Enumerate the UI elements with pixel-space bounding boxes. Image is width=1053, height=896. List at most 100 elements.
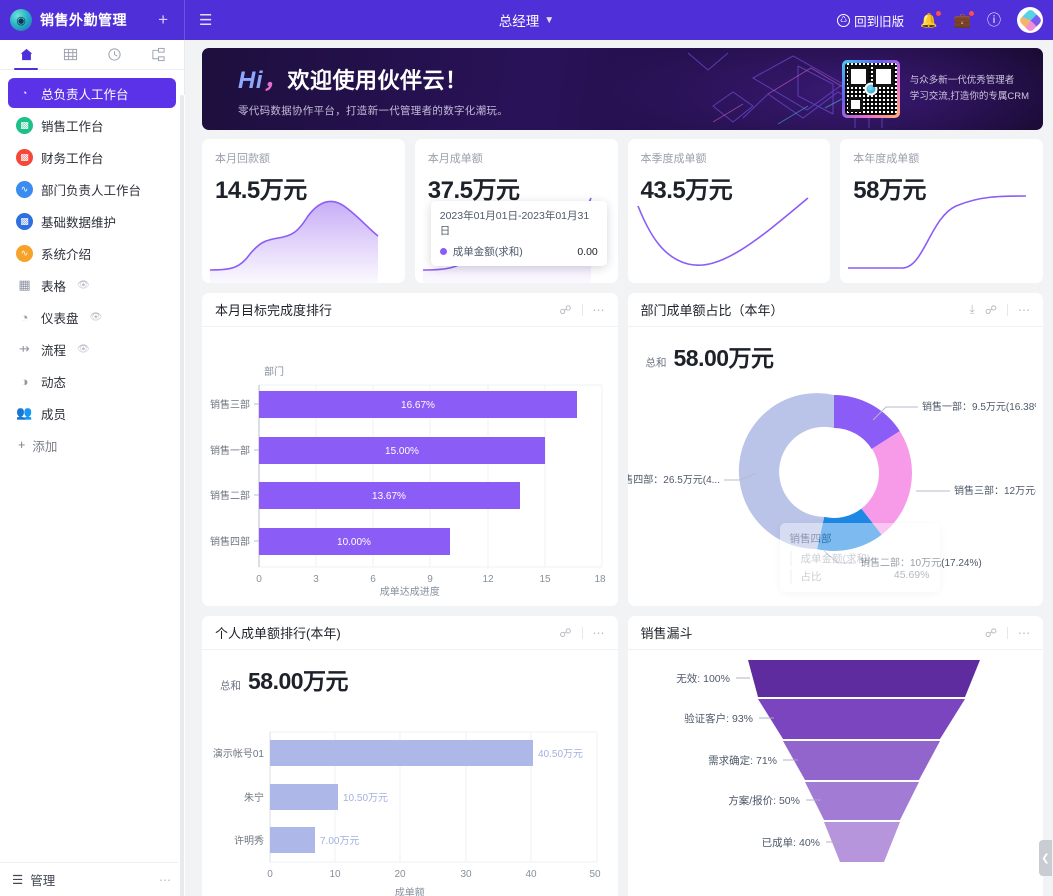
members-icon: 👥 bbox=[16, 405, 33, 420]
main-content: Hi，欢迎使用伙伴云！ 零代码数据协作平台，打造新一代管理者的数字化潮玩。 与众… bbox=[193, 40, 1053, 896]
total-line: 总和 58.00万元 bbox=[202, 650, 618, 696]
settings-sliders-icon: ☰ bbox=[12, 873, 24, 887]
tooltip-series-name: 成单金额(求和) bbox=[452, 246, 523, 258]
pie-tooltip-row-1: 成单金额(求和) bbox=[789, 551, 930, 566]
tooltip-series-value: 0.00 bbox=[577, 245, 598, 258]
bar-0 bbox=[259, 391, 577, 418]
expand-icon[interactable]: ☍ bbox=[559, 625, 572, 640]
cat-label-0: 销售三部 bbox=[210, 398, 250, 411]
help-icon[interactable]: ⓘ bbox=[987, 12, 1001, 28]
expand-icon[interactable]: ☍ bbox=[559, 302, 572, 317]
kpi-card-row: 本月回款额 14.5万元 本月成单额 37.5万元 bbox=[202, 139, 1043, 283]
panel-actions: ☍ ⋯ bbox=[985, 626, 1030, 640]
sidebar-item-7[interactable]: ◔ 仪表盘 👁 bbox=[8, 302, 176, 332]
leader-line-0 bbox=[872, 406, 918, 421]
sidebar-footer[interactable]: ☰ 管理 ⋯ bbox=[0, 862, 184, 896]
sidebar-item-label: 总负责人工作台 bbox=[41, 87, 129, 102]
brand-area[interactable]: ◉ 销售外勤管理 + bbox=[0, 0, 185, 40]
more-icon[interactable]: ⋯ bbox=[1018, 625, 1030, 640]
kpi-card-3[interactable]: 本年度成单额 58万元 bbox=[840, 139, 1043, 283]
banner-headline-text: 欢迎使用伙伴云！ bbox=[287, 68, 468, 93]
pie-annotation-3: 销售四部：26.5万元(4... bbox=[628, 473, 720, 486]
panel-title: 部门成单额占比（本年） bbox=[640, 303, 784, 318]
xtick-5: 15 bbox=[539, 574, 551, 582]
download-icon[interactable]: ⤓ bbox=[969, 302, 975, 316]
bar-2 bbox=[259, 482, 520, 509]
back-to-old-version-button[interactable]: ♺ 回到旧版 bbox=[837, 11, 904, 30]
cat-label-1: 朱宁 bbox=[244, 791, 264, 804]
funnel-label-1: 验证客户: 93% bbox=[684, 712, 753, 725]
home-tab[interactable] bbox=[4, 40, 48, 70]
funnel-stage-2 bbox=[782, 741, 940, 780]
banner-hi: Hi bbox=[238, 67, 263, 94]
add-item-button[interactable]: + 添加 bbox=[8, 430, 176, 460]
sidebar-item-label: 基础数据维护 bbox=[41, 215, 117, 230]
sidebar-item-0[interactable]: ◔ 总负责人工作台 bbox=[8, 78, 176, 108]
hamburger-icon[interactable]: ☰ bbox=[199, 12, 212, 29]
briefcase-icon[interactable]: 💼 bbox=[954, 11, 974, 27]
expand-icon[interactable]: ☍ bbox=[984, 302, 997, 317]
hidden-eye-icon: 👁 bbox=[77, 279, 90, 291]
sidebar-item-4[interactable]: ▩ 基础数据维护 bbox=[8, 206, 176, 236]
add-app-button[interactable]: + bbox=[158, 10, 168, 29]
sidebar-item-9[interactable]: ◑ 动态 bbox=[8, 366, 176, 396]
kpi-card-0[interactable]: 本月回款额 14.5万元 bbox=[202, 139, 405, 283]
cat-label-0: 演示帐号01 bbox=[213, 747, 265, 760]
sidebar-item-3[interactable]: ∿ 部门负责人工作台 bbox=[8, 174, 176, 204]
panel-body: 无效: 100% 验证客户: 93% 需求确定: 71% 方案/报价: 50% … bbox=[628, 650, 1044, 877]
funnel-label-0: 无效: 100% bbox=[676, 672, 730, 685]
sidebar-resize-handle[interactable] bbox=[178, 95, 185, 896]
add-item-label: 添加 bbox=[32, 439, 58, 454]
series-dot-icon bbox=[439, 248, 447, 255]
chevron-down-icon[interactable]: ▼ bbox=[544, 14, 555, 26]
home-icon bbox=[20, 48, 32, 61]
kpi-label: 本月成单额 bbox=[427, 153, 483, 165]
panel-header: 销售漏斗 ☍ ⋯ bbox=[627, 616, 1043, 650]
tooltip-date-range: 2023年01月01日-2023年01月31日 bbox=[439, 210, 590, 237]
qr-code-icon[interactable] bbox=[841, 60, 900, 118]
kpi-tooltip: 2023年01月01日-2023年01月31日 成单金额(求和) 0.00 bbox=[430, 201, 607, 266]
panel-row-2: 个人成单额排行(本年) ☍ ⋯ 总和 58.00万元 bbox=[202, 616, 1043, 896]
slice-sales1 bbox=[833, 395, 900, 449]
kpi-card-1[interactable]: 本月成单额 37.5万元 2023年01月01日-2023年01月31日 成单金… bbox=[414, 139, 618, 283]
sidebar-item-10[interactable]: 👥 成员 bbox=[8, 398, 176, 428]
panel-header: 部门成单额占比（本年） ⤓ ☍ ⋯ bbox=[627, 293, 1043, 327]
panel-goal-rank: 本月目标完成度排行 ☍ ⋯ 部门 bbox=[202, 293, 618, 606]
sidebar-item-label: 动态 bbox=[41, 375, 67, 390]
bar-2 bbox=[270, 827, 315, 853]
table-tab[interactable] bbox=[48, 40, 92, 70]
bell-icon[interactable]: 🔔 bbox=[920, 11, 941, 27]
avatar[interactable] bbox=[1017, 7, 1043, 33]
role-label[interactable]: 总经理 bbox=[498, 14, 540, 29]
pie-annotation-0: 销售一部：9.5万元(16.38%) bbox=[922, 400, 1036, 413]
bar-1 bbox=[259, 437, 545, 464]
more-icon[interactable]: ⋯ bbox=[1018, 302, 1030, 317]
kpi-card-2[interactable]: 本季度成单额 43.5万元 bbox=[627, 139, 831, 283]
pie-tooltip-value-2: 45.69% bbox=[893, 569, 930, 581]
more-icon[interactable]: ⋯ bbox=[592, 625, 605, 640]
sidebar-item-5[interactable]: ∿ 系统介绍 bbox=[8, 238, 176, 268]
sidebar-item-8[interactable]: ⇸ 流程 👁 bbox=[8, 334, 176, 364]
banner-text: Hi，欢迎使用伙伴云！ 零代码数据协作平台，打造新一代管理者的数字化潮玩。 bbox=[202, 60, 508, 118]
bar-0 bbox=[270, 740, 533, 766]
bar-value-2: 13.67% bbox=[372, 491, 406, 502]
funnel-label-4: 已成单: 40% bbox=[761, 837, 819, 849]
more-icon[interactable]: ⋯ bbox=[159, 872, 172, 887]
collapse-panel-button[interactable]: ❮ bbox=[1039, 840, 1052, 876]
sidebar-item-6[interactable]: ▦ 表格 👁 bbox=[8, 270, 176, 300]
flow-tab[interactable] bbox=[136, 40, 180, 70]
bar-chart-icon: ▩ bbox=[16, 148, 33, 166]
leader-line-3 bbox=[723, 472, 756, 481]
bar-1 bbox=[270, 784, 338, 810]
xtick-1: 10 bbox=[329, 869, 341, 880]
banner-headline: Hi，欢迎使用伙伴云！ bbox=[238, 60, 508, 95]
x-axis-title: 成单额 bbox=[394, 888, 425, 896]
sidebar-item-2[interactable]: ▩ 财务工作台 bbox=[8, 142, 176, 172]
more-icon[interactable]: ⋯ bbox=[592, 302, 605, 317]
sidebar-item-1[interactable]: ▩ 销售工作台 bbox=[8, 110, 176, 140]
total-label: 总和 bbox=[220, 680, 241, 692]
expand-icon[interactable]: ☍ bbox=[984, 625, 997, 640]
clock-tab[interactable] bbox=[92, 40, 136, 70]
xtick-4: 40 bbox=[525, 869, 537, 880]
